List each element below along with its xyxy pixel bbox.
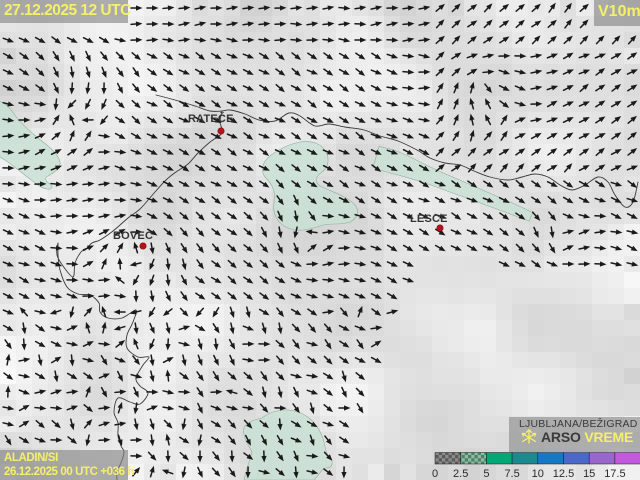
svg-text:0: 0 xyxy=(432,468,438,480)
svg-text:12.5: 12.5 xyxy=(553,468,574,480)
svg-text:7.5: 7.5 xyxy=(504,468,519,480)
svg-text:17.5: 17.5 xyxy=(604,468,625,480)
svg-text:2.5: 2.5 xyxy=(453,468,468,480)
svg-text:5: 5 xyxy=(483,468,489,480)
svg-text:10: 10 xyxy=(532,468,544,480)
svg-text:15: 15 xyxy=(583,468,595,480)
